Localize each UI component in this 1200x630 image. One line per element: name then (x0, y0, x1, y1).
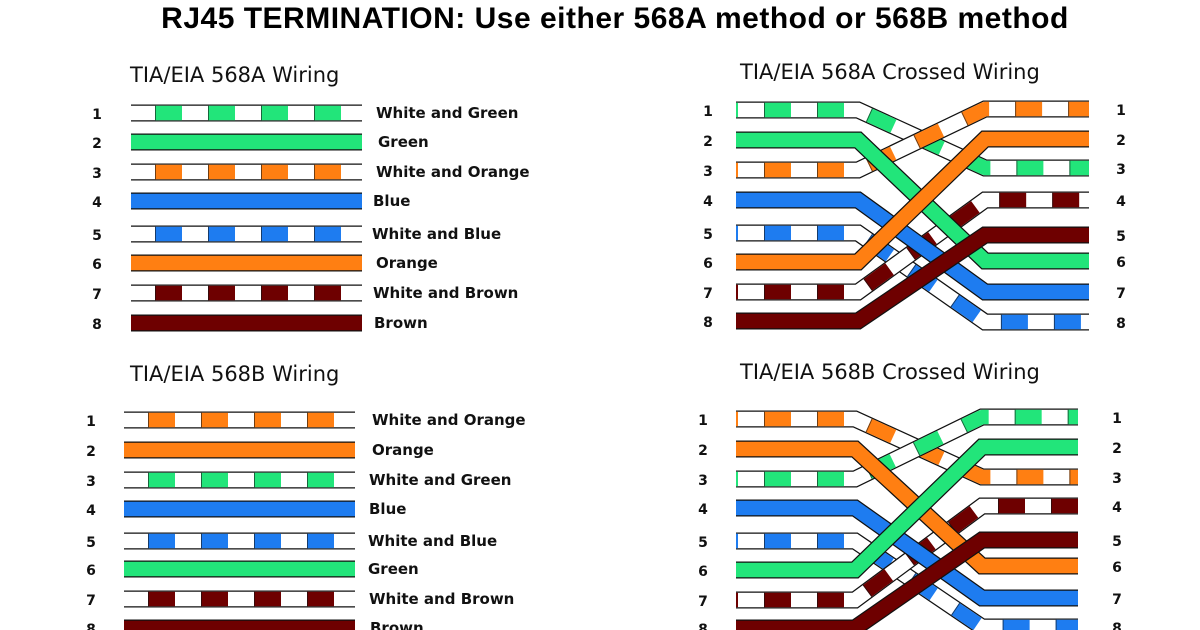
pin-number: 5 (86, 535, 96, 551)
wire-label: Blue (373, 192, 410, 210)
wire-label: White and Blue (372, 225, 501, 243)
wire-stripe (736, 409, 1078, 487)
pin-number: 1 (92, 107, 102, 123)
wire-label: Blue (369, 500, 406, 518)
left-pin-number: 8 (703, 315, 713, 331)
pin-number: 4 (86, 503, 96, 519)
left-pin-number: 4 (698, 502, 708, 518)
right-pin-number: 1 (1116, 103, 1126, 119)
right-pin-number: 8 (1112, 621, 1122, 630)
pin-number: 2 (86, 444, 96, 460)
pin-number: 1 (86, 414, 96, 430)
right-pin-number: 8 (1116, 316, 1126, 332)
wire-label: White and Brown (373, 284, 518, 302)
crossed-wire (736, 100, 1089, 179)
wire-label: White and Orange (376, 163, 530, 181)
wire-fill (736, 439, 1078, 578)
left-pin-number: 5 (703, 227, 713, 243)
wire-label: Green (368, 560, 419, 578)
left-pin-number: 4 (703, 194, 713, 210)
pin-number: 5 (92, 228, 102, 244)
wire-fill (736, 192, 1089, 300)
panel-title: TIA/EIA 568A Wiring (129, 63, 339, 87)
pin-number: 7 (92, 287, 102, 303)
right-pin-number: 2 (1116, 133, 1126, 149)
wire-label: White and Blue (368, 532, 497, 550)
left-pin-number: 7 (698, 594, 708, 610)
left-pin-number: 1 (703, 104, 713, 120)
wire-label: White and Brown (369, 590, 514, 608)
wire-label: Brown (374, 314, 428, 332)
right-pin-number: 3 (1112, 471, 1122, 487)
left-pin-number: 7 (703, 286, 713, 302)
pin-number: 3 (86, 474, 96, 490)
crossed-wire (736, 499, 1078, 607)
left-pin-number: 6 (703, 256, 713, 272)
wire-label: Orange (372, 441, 434, 459)
pin-number: 3 (92, 166, 102, 182)
left-pin-number: 3 (703, 164, 713, 180)
page-title: RJ45 TERMINATION: Use either 568A method… (161, 2, 1069, 35)
pin-number: 6 (86, 563, 96, 579)
wire-label: Brown (370, 619, 424, 630)
crossed-wire (736, 130, 1089, 271)
pin-number: 4 (92, 195, 102, 211)
wire-label: Green (378, 133, 429, 151)
right-pin-number: 6 (1112, 560, 1122, 576)
wire-fill (736, 227, 1089, 329)
right-pin-number: 5 (1116, 229, 1126, 245)
crossed-wire (736, 408, 1078, 488)
crossed-wire (736, 531, 1078, 630)
left-pin-number: 1 (698, 413, 708, 429)
wire-label: White and Green (369, 471, 511, 489)
left-pin-number: 2 (703, 134, 713, 150)
panel-title: TIA/EIA 568B Wiring (129, 362, 339, 386)
left-pin-number: 8 (698, 622, 708, 630)
pin-number: 8 (92, 317, 102, 333)
right-pin-number: 3 (1116, 162, 1126, 178)
crossed-wire (736, 438, 1078, 579)
right-pin-number: 4 (1112, 500, 1122, 516)
crossed-wire (736, 226, 1089, 330)
right-pin-number: 7 (1112, 592, 1122, 608)
panel-title: TIA/EIA 568A Crossed Wiring (739, 60, 1040, 84)
right-pin-number: 5 (1112, 534, 1122, 550)
pin-number: 7 (86, 593, 96, 609)
pin-number: 6 (92, 257, 102, 273)
wire-label: Orange (376, 254, 438, 272)
pin-number: 8 (86, 622, 96, 630)
wire-fill (736, 500, 1078, 606)
right-pin-number: 2 (1112, 441, 1122, 457)
panel-title: TIA/EIA 568B Crossed Wiring (739, 360, 1040, 384)
crossed-wire (736, 191, 1089, 301)
wire-stripe (736, 101, 1089, 178)
wire-fill (736, 532, 1078, 630)
pin-number: 2 (92, 136, 102, 152)
left-pin-number: 3 (698, 473, 708, 489)
right-pin-number: 1 (1112, 411, 1122, 427)
wire-fill (736, 131, 1089, 270)
left-pin-number: 5 (698, 535, 708, 551)
wire-label: White and Orange (372, 411, 526, 429)
right-pin-number: 6 (1116, 255, 1126, 271)
left-pin-number: 2 (698, 443, 708, 459)
wire-label: White and Green (376, 104, 518, 122)
right-pin-number: 7 (1116, 286, 1126, 302)
left-pin-number: 6 (698, 564, 708, 580)
right-pin-number: 4 (1116, 194, 1126, 210)
